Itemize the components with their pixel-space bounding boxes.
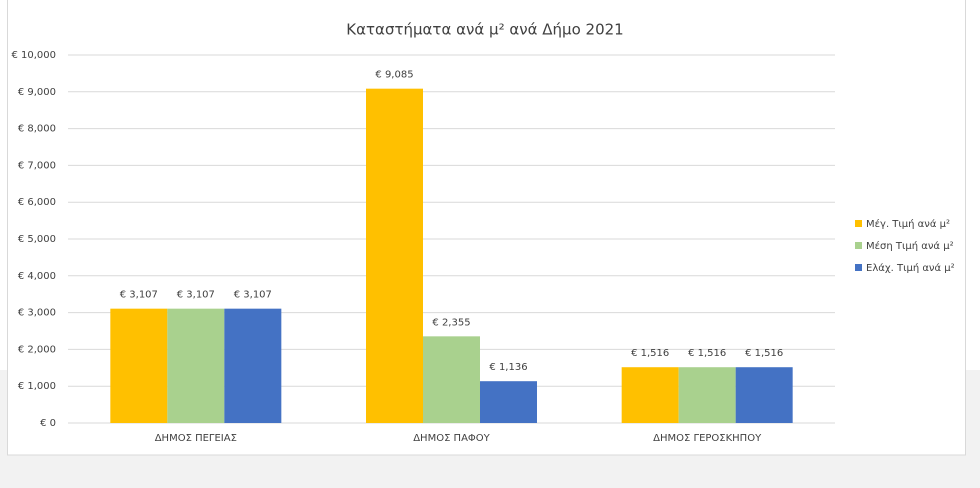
y-tick-label: € 1,000 <box>18 381 56 392</box>
x-tick-label: ΔΗΜΟΣ ΠΑΦΟΥ <box>413 433 490 444</box>
y-tick-label: € 10,000 <box>11 50 56 61</box>
value-label: € 9,085 <box>375 70 413 81</box>
bar <box>423 336 480 423</box>
y-tick-label: € 9,000 <box>18 87 56 98</box>
legend-label: Μέση Τιμή ανά μ² <box>866 240 954 252</box>
y-tick-label: € 2,000 <box>18 344 56 355</box>
value-label: € 1,516 <box>631 348 669 359</box>
x-tick-label: ΔΗΜΟΣ ΓΕΡΟΣΚΗΠΟΥ <box>653 433 762 444</box>
value-label: € 3,107 <box>120 290 158 301</box>
bar <box>110 308 168 423</box>
bar <box>480 381 537 423</box>
value-label: € 3,107 <box>177 290 215 301</box>
x-tick-label: ΔΗΜΟΣ ΠΕΓΕΙΑΣ <box>155 433 237 444</box>
legend-label: Ελάχ. Τιμή ανά μ² <box>866 262 955 274</box>
y-tick-label: € 4,000 <box>18 271 56 282</box>
bar <box>621 367 679 423</box>
y-tick-label: € 3,000 <box>18 308 56 319</box>
value-label: € 1,136 <box>489 362 527 373</box>
chart-title: Καταστήματα ανά μ² ανά Δήμο 2021 <box>346 21 623 39</box>
legend-swatch <box>855 242 862 249</box>
bar <box>224 308 282 423</box>
legend-swatch <box>855 264 862 271</box>
y-tick-label: € 5,000 <box>18 234 56 245</box>
bar <box>167 308 225 423</box>
value-label: € 1,516 <box>745 348 783 359</box>
bar <box>678 367 736 423</box>
value-label: € 1,516 <box>688 348 726 359</box>
value-label: € 3,107 <box>234 290 272 301</box>
bar <box>735 367 793 423</box>
legend-swatch <box>855 220 862 227</box>
y-tick-label: € 8,000 <box>18 124 56 135</box>
value-label: € 2,355 <box>432 317 470 328</box>
bar <box>366 88 423 423</box>
y-tick-label: € 6,000 <box>18 197 56 208</box>
y-tick-label: € 7,000 <box>18 160 56 171</box>
y-tick-label: € 0 <box>40 418 56 429</box>
legend-label: Μέγ. Τιμή ανά μ² <box>866 218 950 230</box>
